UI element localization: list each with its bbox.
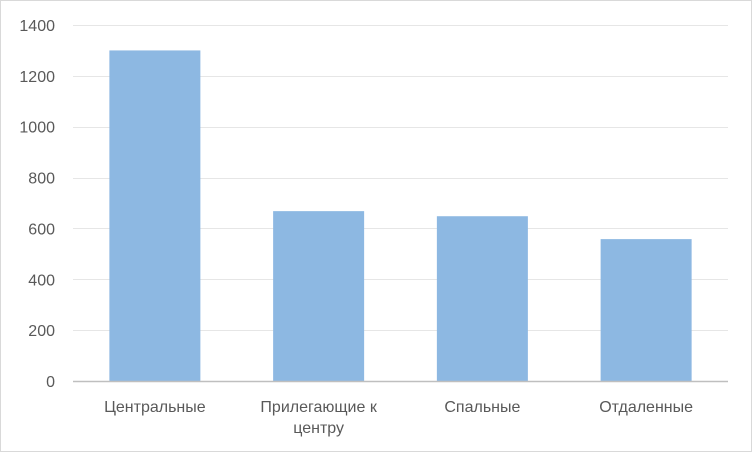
bar [600, 239, 692, 381]
y-tick-label: 800 [28, 171, 55, 188]
bar [436, 216, 528, 381]
y-tick-label: 600 [28, 221, 55, 238]
x-tick-label: Спальные [444, 399, 520, 416]
x-tick-label: Прилегающие к центру [260, 399, 377, 437]
bar [109, 50, 201, 382]
y-tick-label: 200 [28, 323, 55, 340]
bar [273, 211, 365, 381]
category-labels: Центральные Прилегающие к центру Спальные От… [104, 399, 693, 437]
y-tick-label: 1400 [19, 18, 55, 35]
bars [109, 50, 692, 382]
y-tick-label: 400 [28, 272, 55, 289]
x-tick-label: Центральные [104, 399, 206, 416]
y-tick-label: 0 [46, 374, 55, 391]
y-tick-label: 1200 [19, 69, 55, 86]
y-tick-labels: 0 200 400 600 800 1000 1200 1400 [19, 18, 55, 391]
y-tick-label: 1000 [19, 120, 55, 137]
x-tick-label: Отдаленные [599, 399, 693, 416]
